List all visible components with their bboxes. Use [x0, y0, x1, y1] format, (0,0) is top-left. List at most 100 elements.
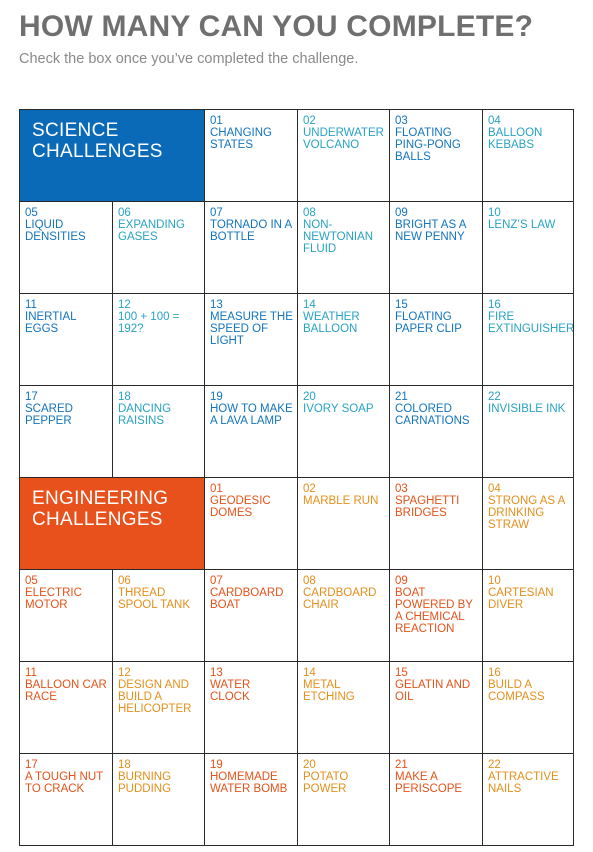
challenge-number: 09 [395, 207, 408, 219]
science-header: SCIENCE CHALLENGES [20, 110, 205, 202]
challenge-name: FLOATING PAPER CLIP [395, 311, 462, 335]
science-challenge-cell[interactable]: 20 IVORY SOAP [298, 386, 390, 478]
engineering-challenge-cell[interactable]: 10 CARTESIAN DIVER [483, 570, 574, 662]
science-challenge-cell[interactable]: 08 NON-NEWTONIAN FLUID [298, 202, 390, 294]
challenge-name: 100 + 100 = 192? [118, 311, 180, 335]
engineering-challenge-cell[interactable]: 21 MAKE A PERISCOPE [390, 754, 483, 846]
science-header-line2: CHALLENGES [32, 141, 163, 162]
challenge-name: SPAGHETTI BRIDGES [395, 495, 460, 519]
challenge-name: BUILD A COMPASS [488, 679, 545, 703]
engineering-challenge-cell[interactable]: 14 METAL ETCHING [298, 662, 390, 754]
challenge-name: LIQUID DENSITIES [25, 219, 86, 243]
science-challenge-cell[interactable]: 22 INVISIBLE INK [483, 386, 574, 478]
challenge-name: HOMEMADE WATER BOMB [210, 771, 288, 795]
science-challenge-cell[interactable]: 13 MEASURE THE SPEED OF LIGHT [205, 294, 298, 386]
engineering-challenge-cell[interactable]: 16 BUILD A COMPASS [483, 662, 574, 754]
engineering-challenge-cell[interactable]: 17 A TOUGH NUT TO CRACK [20, 754, 113, 846]
science-challenge-cell[interactable]: 15 FLOATING PAPER CLIP [390, 294, 483, 386]
challenge-name: LENZ’S LAW [488, 219, 556, 231]
engineering-challenge-cell[interactable]: 07 CARDBOARD BOAT [205, 570, 298, 662]
challenge-number: 20 [303, 759, 316, 771]
science-challenge-cell[interactable]: 21 COLORED CARNATIONS [390, 386, 483, 478]
challenge-number: 06 [118, 575, 131, 587]
science-challenge-cell[interactable]: 12 100 + 100 = 192? [113, 294, 205, 386]
engineering-challenge-cell[interactable]: 04 STRONG AS A DRINKING STRAW [483, 478, 574, 570]
engineering-challenge-cell[interactable]: 06 THREAD SPOOL TANK [113, 570, 205, 662]
challenge-name: STRONG AS A DRINKING STRAW [488, 495, 565, 531]
page-title: HOW MANY CAN YOU COMPLETE? [19, 10, 534, 43]
challenge-number: 06 [118, 207, 131, 219]
science-challenge-cell[interactable]: 11 INERTIAL EGGS [20, 294, 113, 386]
science-challenge-cell[interactable]: 02 UNDERWATER VOLCANO [298, 110, 390, 202]
challenge-number: 17 [25, 759, 38, 771]
engineering-challenge-cell[interactable]: 18 BURNING PUDDING [113, 754, 205, 846]
challenge-name: BRIGHT AS A NEW PENNY [395, 219, 466, 243]
science-challenge-cell[interactable]: 14 WEATHER BALLOON [298, 294, 390, 386]
challenge-name: INERTIAL EGGS [25, 311, 77, 335]
challenge-name: DESIGN AND BUILD A HELICOPTER [118, 679, 192, 715]
challenge-number: 11 [25, 299, 37, 311]
challenge-name: SCARED PEPPER [25, 403, 73, 427]
engineering-challenge-cell[interactable]: 20 POTATO POWER [298, 754, 390, 846]
engineering-challenge-cell[interactable]: 15 GELATIN AND OIL [390, 662, 483, 754]
science-challenge-cell[interactable]: 10 LENZ’S LAW [483, 202, 574, 294]
challenge-number: 16 [488, 667, 501, 679]
engineering-challenge-cell[interactable]: 08 CARDBOARD CHAIR [298, 570, 390, 662]
challenge-number: 03 [395, 483, 408, 495]
challenge-name: TORNADO IN A BOTTLE [210, 219, 292, 243]
challenge-number: 19 [210, 391, 223, 403]
challenge-name: CARDBOARD BOAT [210, 587, 284, 611]
engineering-challenge-cell[interactable]: 03 SPAGHETTI BRIDGES [390, 478, 483, 570]
science-challenge-cell[interactable]: 01 CHANGING STATES [205, 110, 298, 202]
science-challenge-cell[interactable]: 03 FLOATING PING-PONG BALLS [390, 110, 483, 202]
challenge-name: INVISIBLE INK [488, 403, 566, 415]
challenge-number: 05 [25, 207, 38, 219]
engineering-challenge-cell[interactable]: 11 BALLOON CAR RACE [20, 662, 113, 754]
engineering-challenge-cell[interactable]: 02 MARBLE RUN [298, 478, 390, 570]
challenge-number: 21 [395, 391, 408, 403]
challenge-name: MARBLE RUN [303, 495, 379, 507]
challenge-name: MAKE A PERISCOPE [395, 771, 463, 795]
science-challenge-cell[interactable]: 19 HOW TO MAKE A LAVA LAMP [205, 386, 298, 478]
science-header-line1: SCIENCE [32, 120, 119, 141]
challenge-name: COLORED CARNATIONS [395, 403, 470, 427]
science-challenge-cell[interactable]: 07 TORNADO IN A BOTTLE [205, 202, 298, 294]
challenge-name: HOW TO MAKE A LAVA LAMP [210, 403, 293, 427]
science-challenge-cell[interactable]: 17 SCARED PEPPER [20, 386, 113, 478]
science-challenge-cell[interactable]: 06 EXPANDING GASES [113, 202, 205, 294]
challenge-number: 01 [210, 115, 223, 127]
challenge-number: 15 [395, 667, 408, 679]
challenge-number: 07 [210, 575, 223, 587]
challenge-name: METAL ETCHING [303, 679, 355, 703]
engineering-challenge-cell[interactable]: 13 WATER CLOCK [205, 662, 298, 754]
engineering-header: ENGINEERING CHALLENGES [20, 478, 205, 570]
challenge-name: ATTRACTIVE NAILS [488, 771, 559, 795]
challenge-name: CARDBOARD CHAIR [303, 587, 377, 611]
challenge-name: NON-NEWTONIAN FLUID [303, 219, 374, 255]
challenge-number: 19 [210, 759, 223, 771]
challenge-grid: SCIENCE CHALLENGES 01 CHANGING STATES 02 U… [19, 109, 574, 846]
science-challenge-cell[interactable]: 09 BRIGHT AS A NEW PENNY [390, 202, 483, 294]
engineering-challenge-cell[interactable]: 19 HOMEMADE WATER BOMB [205, 754, 298, 846]
engineering-challenge-cell[interactable]: 05 ELECTRIC MOTOR [20, 570, 113, 662]
science-challenge-cell[interactable]: 05 LIQUID DENSITIES [20, 202, 113, 294]
science-challenge-cell[interactable]: 18 DANCING RAISINS [113, 386, 205, 478]
challenge-number: 15 [395, 299, 408, 311]
challenge-number: 14 [303, 299, 316, 311]
challenge-number: 08 [303, 207, 316, 219]
engineering-challenge-cell[interactable]: 01 GEODESIC DOMES [205, 478, 298, 570]
engineering-challenge-cell[interactable]: 09 BOAT POWERED BY A CHEMICAL REACTION [390, 570, 483, 662]
challenge-number: 14 [303, 667, 316, 679]
challenge-name: WEATHER BALLOON [303, 311, 360, 335]
challenge-name: DANCING RAISINS [118, 403, 172, 427]
science-challenge-cell[interactable]: 04 BALLOON KEBABS [483, 110, 574, 202]
challenge-number: 07 [210, 207, 223, 219]
challenge-number: 13 [210, 299, 223, 311]
challenge-number: 11 [25, 667, 37, 679]
engineering-challenge-cell[interactable]: 22 ATTRACTIVE NAILS [483, 754, 574, 846]
engineering-header-line1: ENGINEERING [32, 488, 169, 509]
challenge-name: FLOATING PING-PONG BALLS [395, 127, 461, 163]
science-challenge-cell[interactable]: 16 FIRE EXTINGUISHER [483, 294, 574, 386]
challenge-name: BALLOON CAR RACE [25, 679, 107, 703]
engineering-challenge-cell[interactable]: 12 DESIGN AND BUILD A HELICOPTER [113, 662, 205, 754]
